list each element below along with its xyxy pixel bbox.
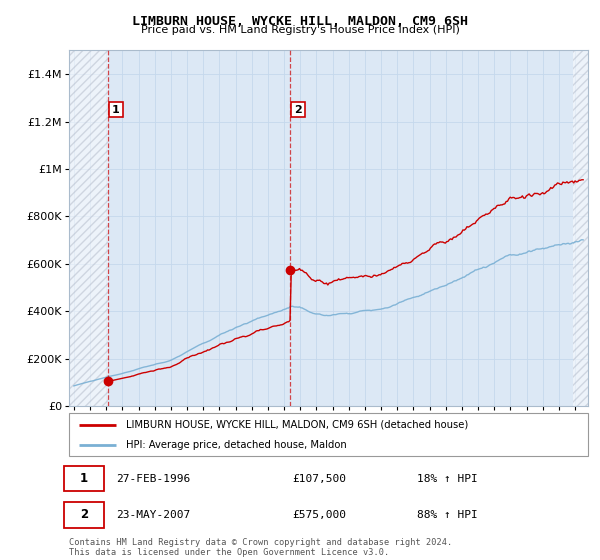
FancyBboxPatch shape — [64, 502, 104, 528]
Text: LIMBURN HOUSE, WYCKE HILL, MALDON, CM9 6SH (detached house): LIMBURN HOUSE, WYCKE HILL, MALDON, CM9 6… — [126, 420, 469, 430]
Text: 88% ↑ HPI: 88% ↑ HPI — [417, 510, 478, 520]
Text: 18% ↑ HPI: 18% ↑ HPI — [417, 474, 478, 484]
Text: 27-FEB-1996: 27-FEB-1996 — [116, 474, 190, 484]
Text: £575,000: £575,000 — [292, 510, 346, 520]
Text: 1: 1 — [80, 472, 88, 485]
Text: LIMBURN HOUSE, WYCKE HILL, MALDON, CM9 6SH: LIMBURN HOUSE, WYCKE HILL, MALDON, CM9 6… — [132, 15, 468, 27]
Text: £107,500: £107,500 — [292, 474, 346, 484]
Bar — [574, 50, 588, 406]
Text: 2: 2 — [294, 105, 302, 115]
Text: Contains HM Land Registry data © Crown copyright and database right 2024.
This d: Contains HM Land Registry data © Crown c… — [69, 538, 452, 557]
FancyBboxPatch shape — [64, 466, 104, 492]
Bar — [69, 50, 108, 406]
Text: 2: 2 — [80, 508, 88, 521]
Text: 23-MAY-2007: 23-MAY-2007 — [116, 510, 190, 520]
Text: 1: 1 — [112, 105, 120, 115]
Text: HPI: Average price, detached house, Maldon: HPI: Average price, detached house, Mald… — [126, 440, 347, 450]
Text: Price paid vs. HM Land Registry's House Price Index (HPI): Price paid vs. HM Land Registry's House … — [140, 25, 460, 35]
